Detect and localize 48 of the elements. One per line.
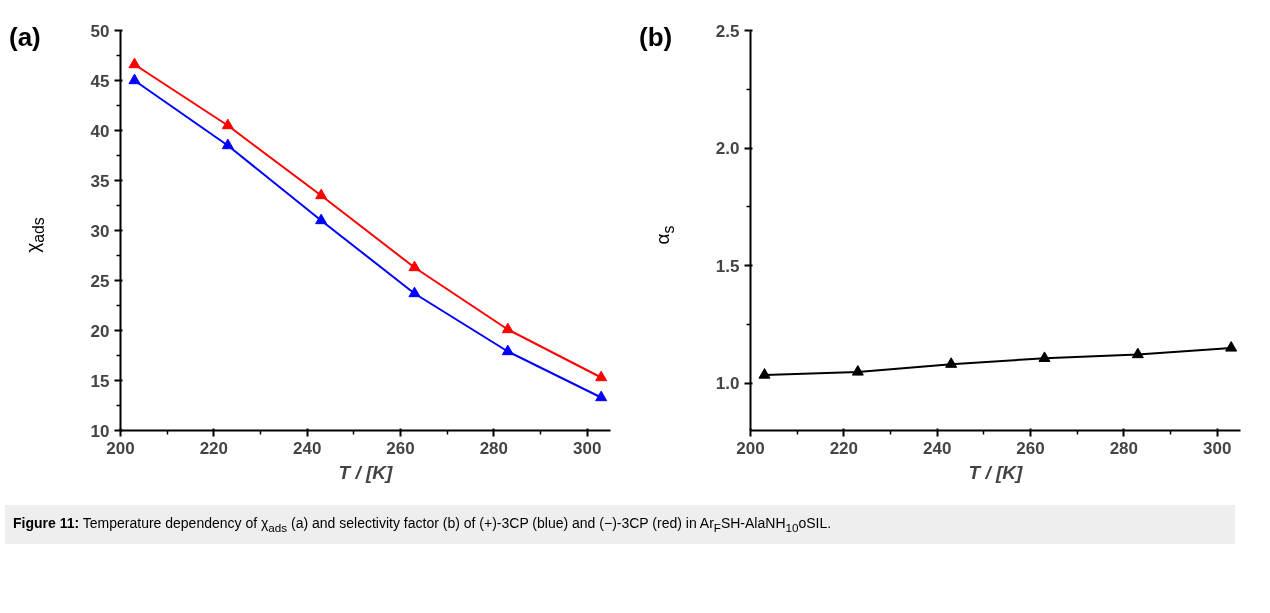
y-tick-label: 40 bbox=[90, 121, 110, 141]
point bbox=[501, 322, 514, 334]
point bbox=[221, 138, 234, 150]
y-tick-label: 25 bbox=[90, 271, 110, 291]
point bbox=[595, 390, 608, 402]
point bbox=[221, 118, 234, 130]
x-tick-label: 220 bbox=[829, 438, 859, 458]
x-tick-label: 300 bbox=[1202, 438, 1232, 458]
y-tick-label: 35 bbox=[90, 171, 110, 191]
point bbox=[1131, 347, 1144, 359]
point bbox=[595, 370, 608, 382]
y-tick-label: 2.0 bbox=[715, 139, 740, 159]
point bbox=[315, 213, 328, 225]
y-tick-label: 45 bbox=[90, 71, 110, 91]
y-tick-label: 1.0 bbox=[715, 374, 740, 394]
y-tick-label: 10 bbox=[90, 421, 110, 441]
point bbox=[1225, 341, 1238, 352]
x-axis-title: T / [K] bbox=[338, 461, 394, 483]
x-tick-label: 280 bbox=[1109, 438, 1139, 458]
x-tick-label: 220 bbox=[199, 438, 229, 458]
x-tick-label: 200 bbox=[106, 438, 135, 458]
text: (b) bbox=[639, 21, 673, 54]
point bbox=[128, 73, 141, 85]
x-tick-label: 300 bbox=[572, 438, 602, 458]
point bbox=[315, 188, 328, 200]
y-tick-label: 50 bbox=[90, 21, 110, 41]
x-tick-label: 240 bbox=[922, 438, 952, 458]
x-tick-label: 240 bbox=[292, 438, 322, 458]
point bbox=[945, 357, 958, 368]
point bbox=[758, 368, 771, 379]
y-tick-label: 1.5 bbox=[715, 256, 740, 276]
y-tick-label: 15 bbox=[90, 371, 110, 391]
caption: Figure 11: Temperature dependency of χ$_{ads}$ (a) and selectivity factor (b) of (+)-3CP (blue) and (−)-3CP (red) in Ar$_{F}$SH-AlaNH$_{10}$oSIL. bbox=[13, 514, 832, 536]
point bbox=[1038, 351, 1051, 362]
text: (a) bbox=[9, 21, 41, 54]
point bbox=[851, 365, 864, 376]
y-tick-label: 2.5 bbox=[715, 21, 740, 41]
point bbox=[408, 286, 421, 298]
point bbox=[408, 260, 421, 272]
y-tick-label: 30 bbox=[90, 221, 110, 241]
point bbox=[501, 344, 514, 356]
x-tick-label: 280 bbox=[479, 438, 509, 458]
point bbox=[128, 57, 141, 69]
y-tick-label: 20 bbox=[90, 321, 110, 341]
x-tick-label: 260 bbox=[1016, 438, 1045, 458]
x-tick-label: 260 bbox=[386, 438, 415, 458]
x-axis-title: T / [K] bbox=[968, 461, 1024, 483]
x-tick-label: 200 bbox=[736, 438, 765, 458]
